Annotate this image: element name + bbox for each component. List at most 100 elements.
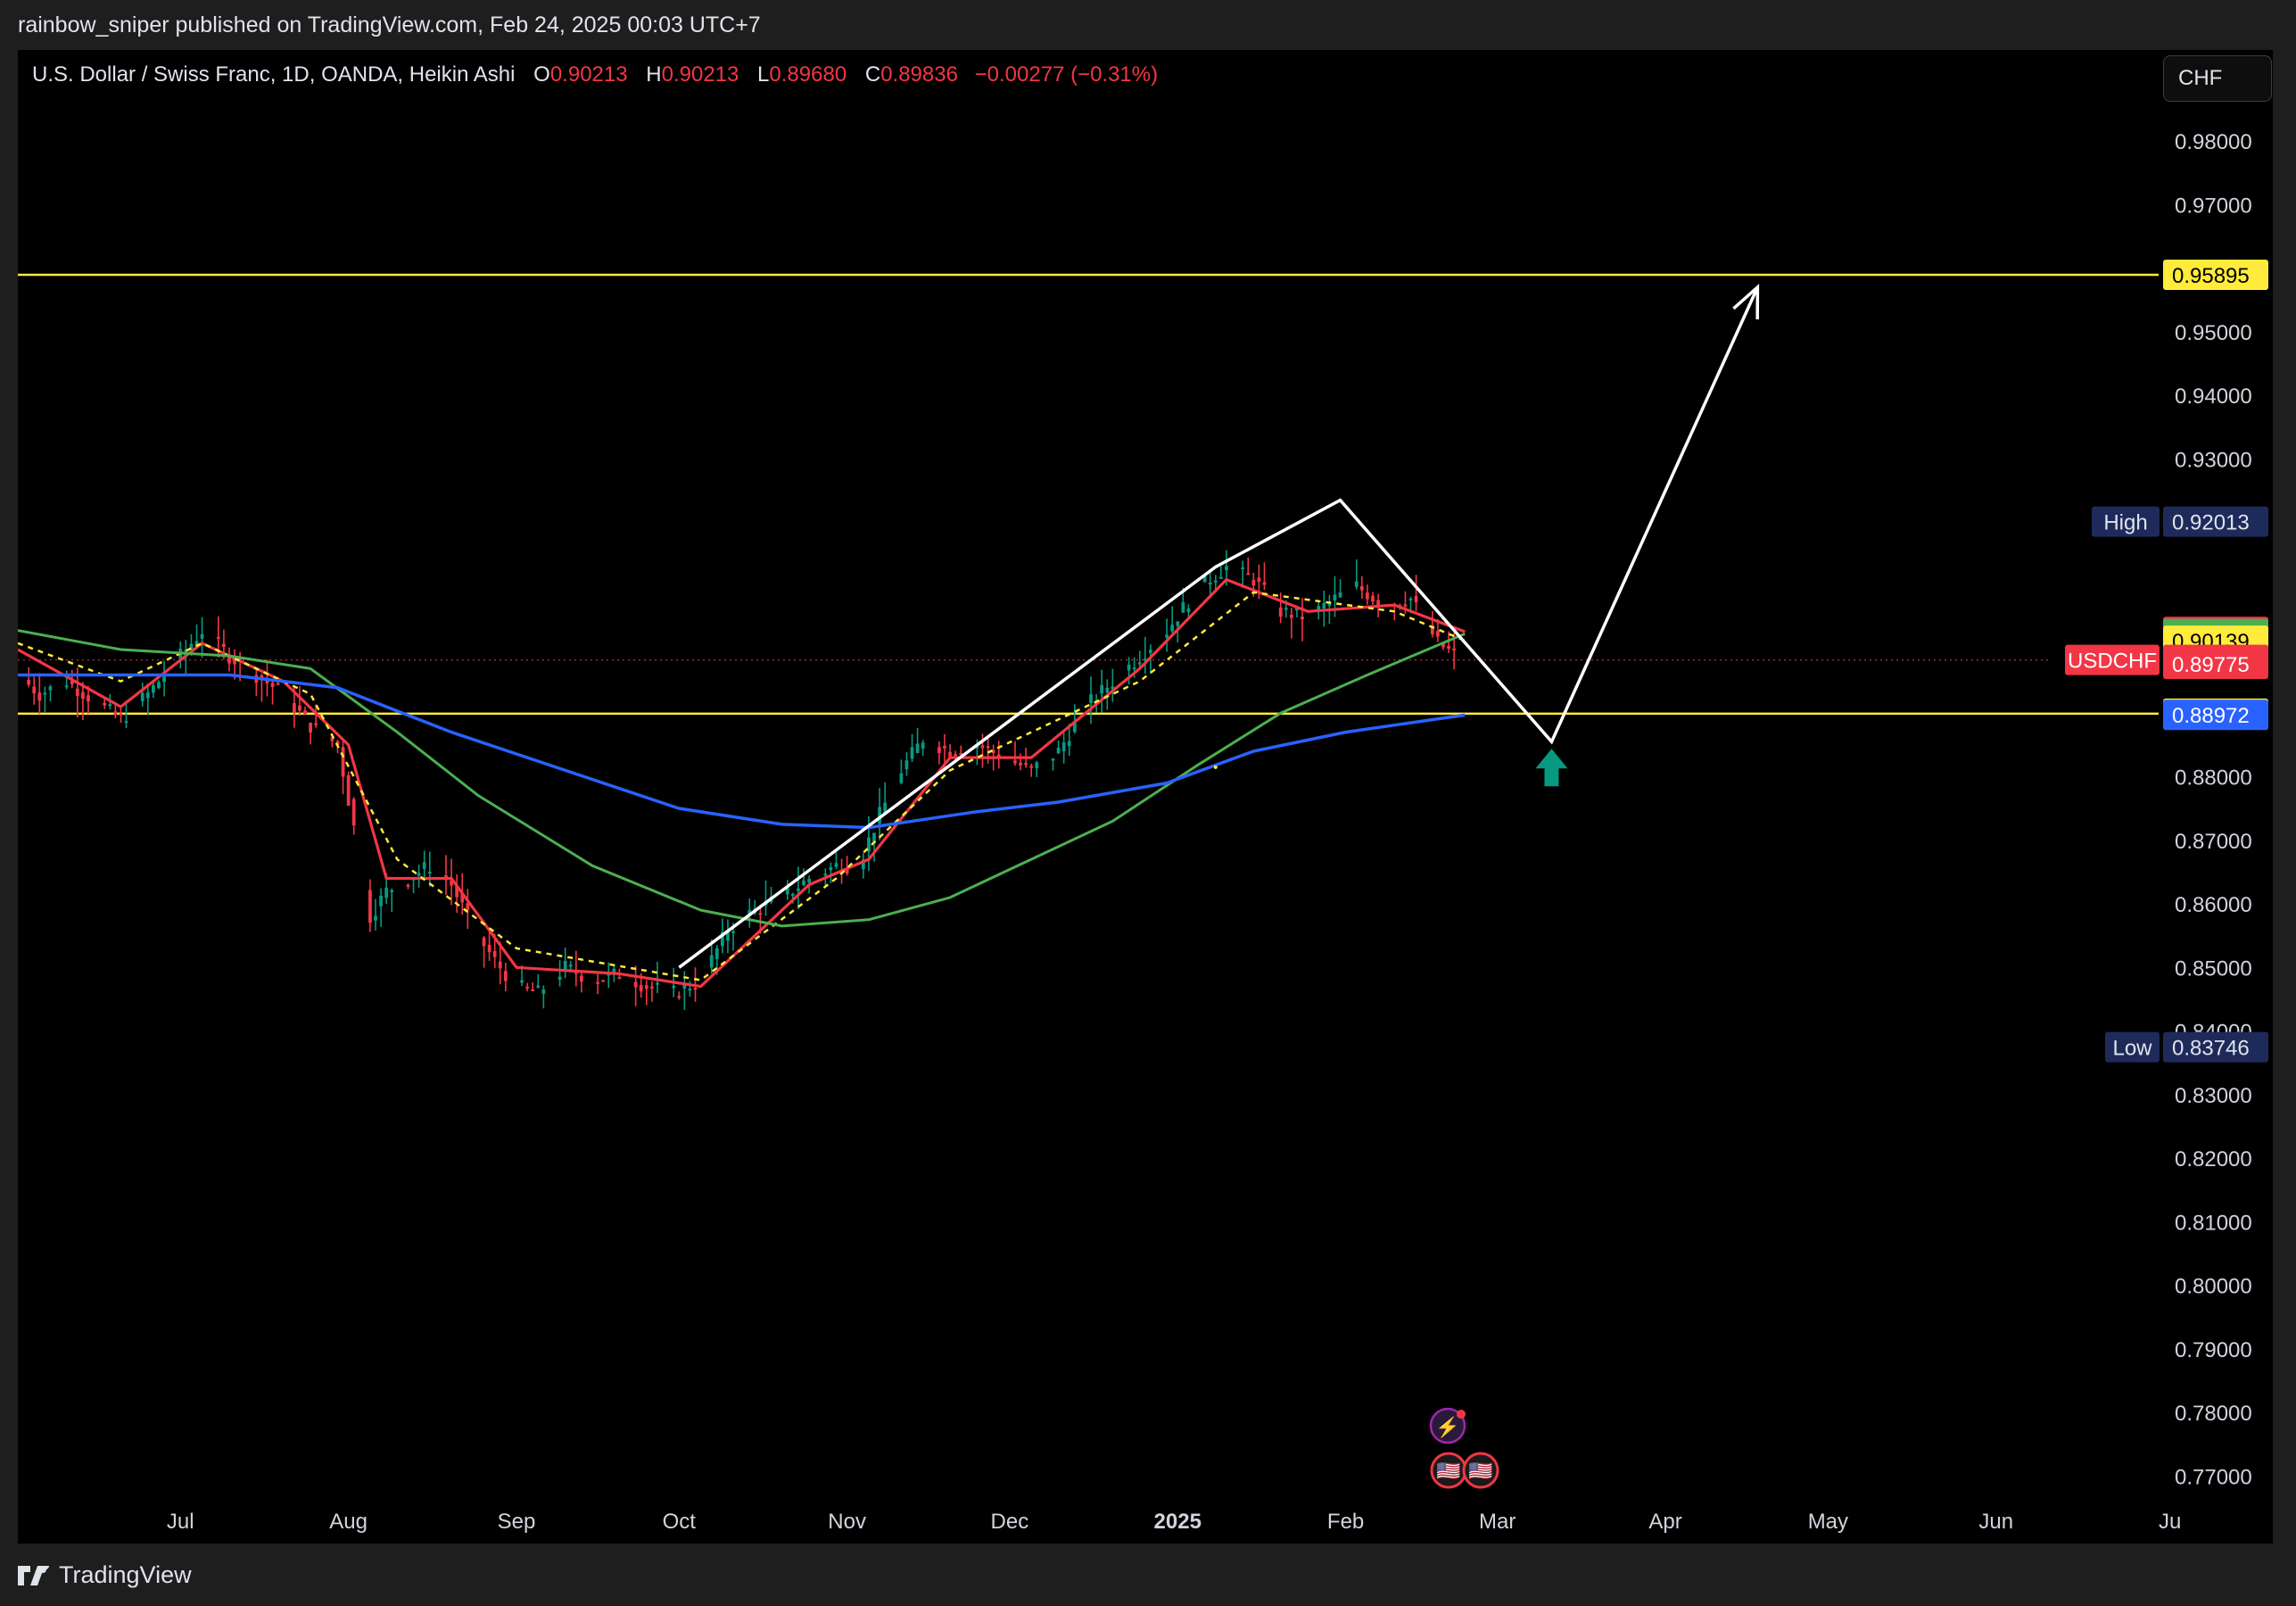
candle (1100, 669, 1104, 713)
candle (1447, 631, 1450, 653)
candle-body (1246, 573, 1251, 575)
ema-slow-line (18, 591, 1466, 981)
candle-body (975, 746, 979, 749)
candle-body (119, 713, 123, 716)
candle (314, 704, 318, 728)
candle-body (834, 863, 838, 867)
candle-body (541, 989, 546, 994)
candle-body (455, 885, 459, 898)
candle-body (1127, 664, 1131, 671)
price-axis-tick: 0.78000 (2175, 1402, 2252, 1426)
candle (27, 666, 31, 688)
top-bar: rainbow_sniper published on TradingView.… (0, 0, 2296, 50)
candle-body (797, 888, 800, 891)
candle (1246, 557, 1251, 575)
candle (200, 617, 204, 658)
candle-body (677, 996, 681, 998)
candle-body (688, 989, 692, 991)
candle-body (867, 837, 871, 852)
candle (1137, 650, 1142, 670)
price-axis-tick: 0.87000 (2175, 830, 2252, 854)
candle-body (802, 880, 805, 886)
candle-body (81, 691, 85, 700)
candle-body (785, 887, 789, 895)
price-axis-tick: 0.80000 (2175, 1275, 2252, 1299)
candle-body (1278, 608, 1283, 617)
candle-body (503, 971, 508, 981)
price-label-text: 0.89775 (2172, 653, 2250, 677)
tradingview-logo[interactable]: TradingView (18, 1561, 192, 1589)
candle (845, 856, 849, 876)
candle-body (596, 981, 600, 984)
candle (1371, 592, 1375, 605)
candle (1165, 618, 1169, 652)
candle-body (1105, 687, 1110, 692)
candle-body (915, 743, 920, 753)
candle-body (374, 915, 377, 921)
candle (1072, 704, 1077, 734)
candle-body (103, 702, 107, 706)
projection-arrowhead (1732, 283, 1760, 319)
candle-body (878, 807, 881, 824)
candle-body (292, 703, 296, 713)
candle-body (910, 747, 914, 759)
candle (411, 877, 416, 894)
candle-body (157, 682, 161, 689)
candle-body (113, 711, 118, 716)
candle-body (709, 955, 714, 968)
plot-layer (18, 273, 2159, 1010)
candle-body (937, 747, 941, 754)
candle (368, 879, 372, 932)
candle (1176, 621, 1180, 643)
candle-body (498, 961, 502, 969)
candle-body (384, 887, 389, 898)
candle (417, 865, 421, 888)
candle (379, 888, 383, 927)
chart-area[interactable] (18, 50, 2273, 1544)
candle (829, 862, 833, 883)
candle (119, 705, 123, 724)
candle (1186, 604, 1191, 619)
currency-button[interactable]: CHF (2163, 55, 2272, 102)
candle (904, 751, 909, 776)
candle-body (1436, 631, 1440, 637)
price-axis-label (2163, 1031, 2268, 1063)
price-axis-tick: 0.86000 (2175, 893, 2252, 917)
candle-body (1170, 625, 1175, 632)
price-axis-label (2163, 259, 2268, 290)
candle (1359, 576, 1364, 600)
price-tag-label (2092, 506, 2160, 537)
candle (1301, 598, 1304, 642)
candle (32, 676, 37, 705)
candle-body (276, 683, 280, 685)
candle (1262, 562, 1267, 591)
price-axis-tick: 0.94000 (2175, 385, 2252, 409)
candle (557, 960, 562, 987)
candle-body (948, 751, 952, 758)
candle (330, 736, 334, 748)
price-label-text: 0.95895 (2172, 264, 2250, 288)
time-axis-tick: Nov (828, 1510, 866, 1534)
candle-body (954, 754, 958, 757)
candle (644, 980, 648, 1006)
lightning-event-glyph: ⚡ (1435, 1416, 1459, 1439)
candle-body (75, 688, 79, 697)
candle (1208, 569, 1212, 599)
candle (834, 852, 838, 869)
price-axis-tick: 0.82000 (2175, 1147, 2252, 1171)
candle (1295, 608, 1299, 617)
candle-body (265, 679, 269, 683)
candle-body (531, 989, 535, 991)
candle-body (422, 862, 426, 869)
candle (797, 866, 800, 910)
candle-body (617, 977, 622, 980)
price-tag-text: USDCHF (2068, 650, 2157, 674)
time-axis-tick: Jul (167, 1510, 194, 1534)
buy-signal-arrow (1535, 749, 1568, 787)
candle (883, 782, 888, 815)
candle-body (807, 879, 811, 883)
candle (915, 727, 920, 754)
candle (1322, 590, 1326, 627)
price-axis-tick: 0.79000 (2175, 1338, 2252, 1362)
